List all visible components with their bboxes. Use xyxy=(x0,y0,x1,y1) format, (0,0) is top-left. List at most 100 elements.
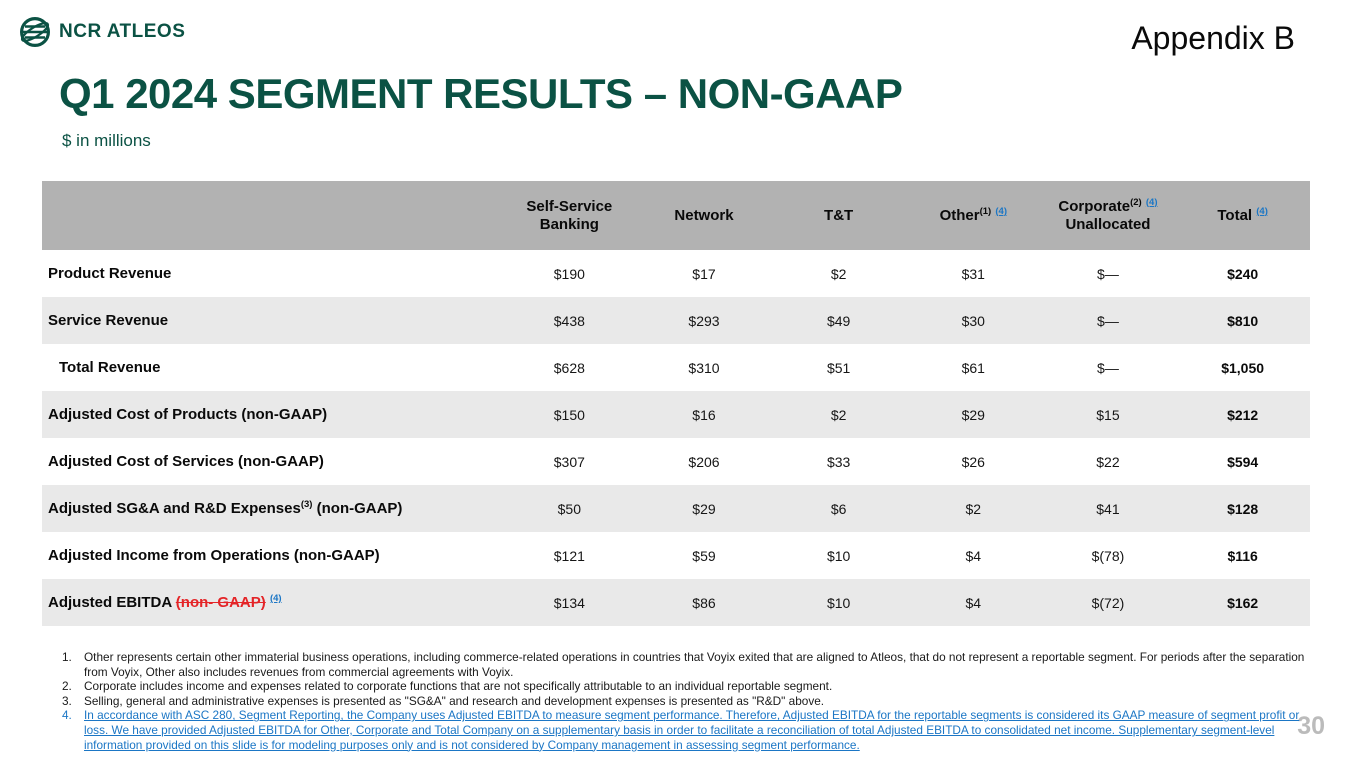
cell-value: $150 xyxy=(553,406,585,423)
segment-results-table: Self-Service Banking Network T&T Other(1) (… xyxy=(42,181,1310,626)
cell-value: $86 xyxy=(692,594,716,611)
cell-value: $810 xyxy=(1227,312,1259,329)
cell-value: $31 xyxy=(961,265,985,282)
cell-value: $212 xyxy=(1227,406,1259,423)
text-run: Adjusted Cost of Services (non-GAAP) xyxy=(48,453,324,470)
appendix-label: Appendix B xyxy=(1131,20,1295,56)
cell-value: $121 xyxy=(553,547,585,564)
column-header: Other(1) (4) xyxy=(906,181,1041,250)
table-header-row: Self-Service Banking Network T&T Other(1) (… xyxy=(42,181,1310,250)
text-run: Self-Service Banking xyxy=(526,197,613,233)
text-run: Adjusted Cost of Products (non-GAAP) xyxy=(48,406,328,423)
cell-value: $438 xyxy=(553,312,585,329)
cell-value: $29 xyxy=(692,500,716,517)
cell-value: $4 xyxy=(965,547,982,564)
footnote-4-link[interactable]: (4) xyxy=(1256,205,1268,217)
text-run: Adjusted EBITDA xyxy=(48,594,176,611)
cell-value: $16 xyxy=(692,406,716,423)
cell-value: $— xyxy=(1097,312,1119,329)
text-run: Product Revenue xyxy=(48,265,172,282)
column-header: Network xyxy=(637,181,772,250)
footnote-item[interactable]: 4. In accordance with ASC 280, Segment Re… xyxy=(62,708,1305,752)
brand-logo: NCR ATLEOS xyxy=(19,16,185,48)
footnote-item: 1. Other represents certain other immater… xyxy=(62,650,1305,679)
cell-value: $128 xyxy=(1227,500,1259,517)
row-label-column-header xyxy=(42,181,502,250)
cell-value: $51 xyxy=(826,359,851,376)
cell-value: $307 xyxy=(553,453,585,470)
cell-value: $41 xyxy=(1096,500,1120,517)
cell-value: $29 xyxy=(961,406,985,423)
footnote-number: 1. xyxy=(62,650,72,664)
row-label: Adjusted Cost of Services (non-GAAP) xyxy=(42,438,502,485)
column-header: Self-Service Banking xyxy=(502,181,637,250)
cell-value: $10 xyxy=(826,594,851,611)
footnote-4-link[interactable]: (4) xyxy=(995,205,1008,217)
cell-value: $10 xyxy=(826,547,851,564)
footnote-item: 2. Corporate includes income and expenses… xyxy=(62,679,1305,694)
text-run: Other xyxy=(939,206,980,224)
footnote-number: 3. xyxy=(62,693,72,708)
table-row: Adjusted Income from Operations (non-GAA… xyxy=(42,532,1310,579)
footnote-item: 3. Selling, general and administrative ex… xyxy=(62,694,1305,709)
footnote-text: Corporate includes income and expenses r… xyxy=(84,679,833,694)
cell-value: $26 xyxy=(961,453,985,470)
cell-value: $59 xyxy=(692,547,716,564)
column-header: T&T xyxy=(771,181,906,250)
footnote-4-link[interactable]: (4) xyxy=(1145,196,1158,208)
cell-value: $6 xyxy=(830,500,847,517)
footnote-number: 4. xyxy=(62,708,72,723)
row-label: Service Revenue xyxy=(42,297,502,344)
table-row: Service Revenue $438 $293 $49 $30 $— $810 xyxy=(42,297,1310,344)
cell-value: $— xyxy=(1097,265,1119,282)
text-run: Total xyxy=(1217,206,1257,224)
text-run: (non-GAAP) xyxy=(312,500,403,517)
text-run: Corporate xyxy=(1058,197,1131,215)
text-run: (3) xyxy=(300,499,313,510)
globe-icon xyxy=(20,17,50,47)
struck-text: (non- GAAP) xyxy=(175,594,266,611)
cell-value: $4 xyxy=(965,594,982,611)
text-run: Unallocated xyxy=(1065,215,1151,233)
table-row: Adjusted Cost of Services (non-GAAP) $307… xyxy=(42,438,1310,485)
cell-value: $15 xyxy=(1096,406,1120,423)
units-note: $ in millions xyxy=(62,131,151,150)
row-label: Adjusted Cost of Products (non-GAAP) xyxy=(42,391,502,438)
table-row: Adjusted EBITDA (non- GAAP) (4) $134 $86 $1… xyxy=(42,579,1310,626)
cell-value: $116 xyxy=(1227,547,1258,564)
text-run: Network xyxy=(674,206,734,224)
text-run: Service Revenue xyxy=(48,312,169,329)
table-row: Product Revenue $190 $17 $2 $31 $— $240 xyxy=(42,250,1310,297)
cell-value: $— xyxy=(1097,359,1119,376)
table-row: Adjusted Cost of Products (non-GAAP) $150… xyxy=(42,391,1310,438)
cell-value: $162 xyxy=(1227,594,1259,611)
page-title: Q1 2024 SEGMENT RESULTS – NON-GAAP xyxy=(59,70,903,117)
footnote-number: 2. xyxy=(62,679,72,694)
cell-value: $240 xyxy=(1227,265,1259,282)
table-row: Total Revenue $628 $310 $51 $61 $— $1,050 xyxy=(42,344,1310,391)
cell-value: $594 xyxy=(1227,453,1259,470)
text-run: (1) xyxy=(979,205,992,217)
cell-value: $49 xyxy=(826,312,851,329)
cell-value: $190 xyxy=(553,265,585,282)
cell-value: $50 xyxy=(557,500,581,517)
column-header: Corporate(2) (4) Unallocated xyxy=(1041,181,1176,250)
cell-value: $30 xyxy=(961,312,985,329)
text-run: Total Revenue xyxy=(59,359,161,376)
cell-value: $(78) xyxy=(1091,547,1125,564)
cell-value: $2 xyxy=(965,500,982,517)
cell-value: $293 xyxy=(688,312,720,329)
cell-value: $628 xyxy=(553,359,585,376)
text-run: (2) xyxy=(1130,196,1142,208)
footnote-4-link[interactable]: (4) xyxy=(269,593,282,604)
text-run: Adjusted SG&A and R&D Expenses xyxy=(48,500,301,517)
column-header: Total (4) xyxy=(1175,181,1310,250)
footnote-text: Selling, general and administrative expe… xyxy=(84,693,825,708)
row-label: Adjusted EBITDA (non- GAAP) (4) xyxy=(42,579,502,626)
row-label: Adjusted Income from Operations (non-GAA… xyxy=(42,532,502,579)
cell-value: $33 xyxy=(826,453,851,470)
footnotes: 1. Other represents certain other immater… xyxy=(62,650,1305,752)
text-run: Adjusted Income from Operations (non-GAA… xyxy=(48,547,380,564)
cell-value: $206 xyxy=(688,453,720,470)
footnote-text: Other represents certain other immateria… xyxy=(84,650,1305,679)
